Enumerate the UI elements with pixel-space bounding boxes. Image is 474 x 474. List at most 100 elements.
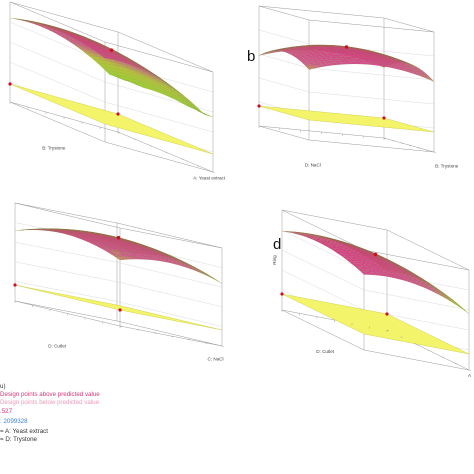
y-tick [414,343,417,345]
y-axis-label: C: NaCl [208,356,224,361]
y-tick [133,138,136,140]
response-surface [281,231,470,314]
chart-panel-c: D: Cutlet C: NaCl [0,198,235,383]
box-edge [117,31,214,73]
legend-value: .527 [0,407,13,415]
response-surface [258,44,435,82]
y-axis-label: B: Trystone [435,164,459,169]
design-point-floor [118,308,122,312]
x-axis-label: D: Cutlet [48,343,67,348]
legend-line-1: u) [0,383,6,390]
box-edge [281,209,388,231]
x-axis-label: D: NaCl [305,163,321,168]
box-edge [258,5,385,19]
grid-line [14,281,223,327]
contour-floor [281,293,470,355]
box-edge [14,300,118,322]
grid-line [14,261,223,307]
box-edge [104,41,214,73]
legend-code: : 2099328 [0,417,28,425]
y-tick [441,356,444,358]
y-tick [204,342,208,344]
box-edge [383,17,435,33]
box-edge [363,249,470,271]
design-point-floor [382,116,386,120]
y-tick [136,329,140,331]
surface-plot-c: D: Cutlet C: NaCl [13,202,225,361]
y-axis-label: A [468,373,472,378]
grid-line [281,249,470,311]
contour-floor [258,105,435,133]
design-point-floor [8,82,12,86]
y-tick [386,329,390,332]
legend-factor-d: = D: Trystone [0,436,37,444]
legend-factor-a: = A: Yeast extract [0,428,48,436]
design-point-floor [385,312,389,316]
box-edge [9,101,106,143]
y-tick [117,131,121,134]
y-tick [165,151,168,154]
y-tick [181,158,184,160]
box-edge [104,141,214,173]
surface-plot-a: B: Trystone A: Yeast extract [8,1,226,181]
box-edge [281,209,365,251]
surface-cell [205,114,214,118]
y-tick [383,137,387,140]
y-tick [392,140,395,142]
surface-plot-d: D: Cutlet A Ring [272,209,472,378]
box-edge [14,202,121,229]
y-axis-label: A: Yeast extract [193,176,226,181]
box-edge [14,202,118,224]
y-tick [408,144,412,147]
design-point-floor [280,292,284,296]
legend-design-points-below: Design points below predicted value [0,399,100,407]
panel-letter-b: b [247,48,256,65]
grid-line [9,61,214,133]
box-edge [258,5,310,21]
surface-plot-b: D: NaCl B: Trystone [257,5,459,169]
y-tick [400,142,403,144]
contour-floor [14,284,223,331]
x-axis-label: B: Trystone [42,146,66,151]
design-point-floor [257,104,261,108]
y-tick [212,171,216,174]
response-surface [9,18,214,118]
axis-box [14,202,223,347]
y-tick [153,332,157,334]
y-tick [187,339,191,341]
y-tick [149,145,152,147]
legend-design-points-above: Design points above predicted value [0,391,100,399]
z-axis-label: Ring [272,255,277,265]
chart-panel-b: D: NaCl B: Trystone b [237,0,474,195]
box-edge [116,222,223,249]
y-tick [400,336,403,338]
design-point [109,48,114,52]
grid-line [14,242,223,288]
surface-cell [427,77,435,82]
y-tick [427,349,431,352]
y-tick [468,369,472,372]
x-axis-label: D: Cutlet [316,349,335,354]
design-point-floor [116,112,120,116]
design-point [373,252,378,257]
box-edge [363,349,470,371]
box-edge [9,1,106,43]
y-tick [221,345,225,348]
grid-line [9,41,214,113]
grid-line [258,29,435,57]
y-tick [417,147,420,149]
y-tick [170,335,174,338]
y-tick [119,325,123,328]
axis-box [9,1,214,173]
box-edge [281,309,365,351]
legend-block: u) Design points above predicted value D… [0,383,200,444]
response-surface [14,228,223,284]
box-edge [308,19,435,33]
surface-cell [213,278,223,284]
y-tick [433,151,437,154]
chart-panel-d: D: Cutlet A Ring d [237,198,474,383]
chart-panel-a: B: Trystone A: Yeast extract [0,0,235,195]
design-point [344,45,349,49]
design-point-floor [13,283,17,287]
contour-floor [9,83,214,155]
